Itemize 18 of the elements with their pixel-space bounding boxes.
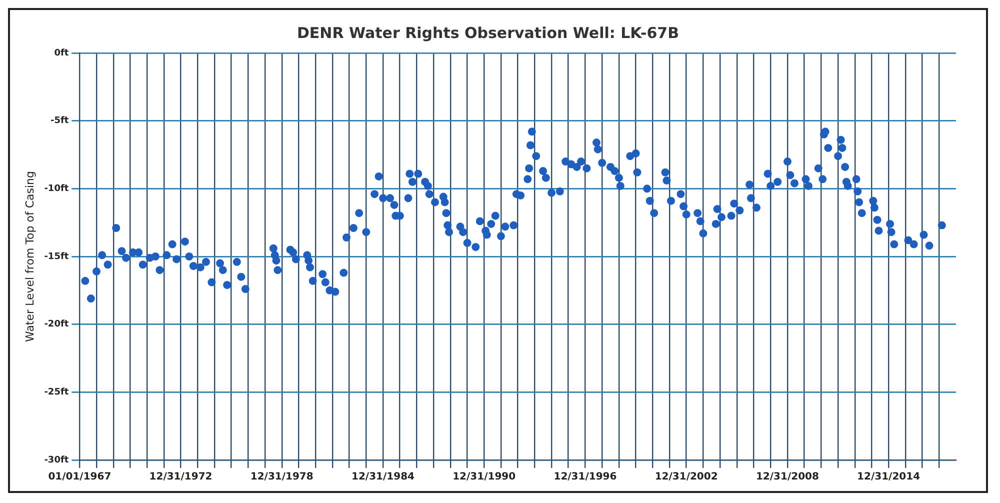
- y-tick-label: -15ft: [44, 252, 70, 262]
- y-tick-label: -5ft: [50, 116, 70, 126]
- x-tick-label: 12/31/1984: [352, 472, 415, 483]
- x-tick-label: 12/31/1996: [554, 472, 617, 483]
- x-tick-label: 12/31/2002: [654, 472, 718, 483]
- x-tick-label: 12/31/1972: [149, 472, 212, 483]
- x-tick-label: 01/01/1967: [48, 472, 112, 483]
- y-tick-label: -20ft: [44, 320, 70, 330]
- x-tick-label: 12/31/1978: [250, 472, 314, 483]
- y-tick-label: -25ft: [44, 388, 70, 398]
- x-tick-label: 12/31/1990: [452, 472, 516, 483]
- chart-title: DENR Water Rights Observation Well: LK-67B: [296, 24, 680, 42]
- y-tick-label: -10ft: [44, 184, 70, 194]
- x-tick-label: 12/31/2008: [756, 472, 819, 483]
- x-tick-label: 12/31/2014: [857, 472, 920, 483]
- y-tick-label: 0ft: [54, 48, 70, 58]
- y-tick-label: -30ft: [44, 455, 70, 466]
- y-axis-title: Water Level from Top of Casing: [23, 171, 36, 342]
